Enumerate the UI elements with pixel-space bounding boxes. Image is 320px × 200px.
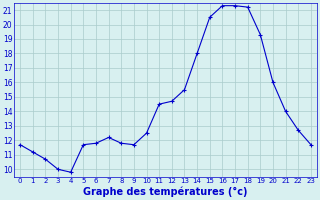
X-axis label: Graphe des températures (°c): Graphe des températures (°c) (83, 187, 248, 197)
